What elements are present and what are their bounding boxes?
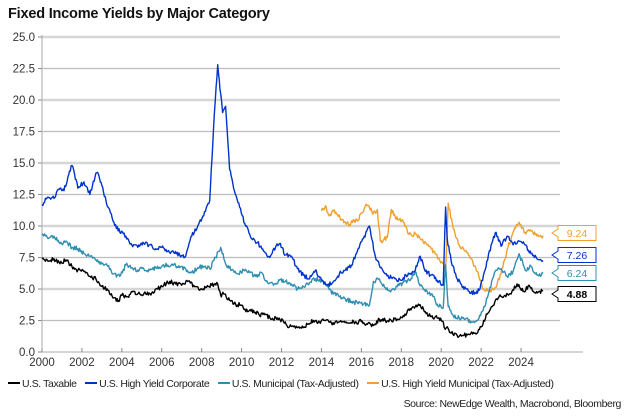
y-tick-label: 10.0: [13, 221, 35, 233]
callout-box: [551, 247, 597, 263]
callout-box: [551, 225, 597, 241]
legend-item-us-high-yield-municipal: U.S. High Yield Municipal (Tax-Adjusted): [367, 378, 554, 390]
legend-swatch: [8, 382, 20, 385]
end-value-label: 7.26: [551, 247, 597, 263]
y-tick-label: 17.5: [13, 127, 35, 139]
legend-item-us-high-yield-corporate: U.S. High Yield Corporate: [85, 378, 210, 390]
x-tick-label: 2010: [229, 357, 255, 369]
y-tick-label: 25.0: [13, 32, 35, 44]
legend-swatch: [217, 382, 230, 385]
legend-swatch: [367, 382, 380, 385]
legend-item-us-taxable: U.S. Taxable: [8, 378, 77, 390]
x-tick-label: 2022: [468, 357, 494, 369]
legend-label: U.S. Municipal (Tax-Adjusted): [231, 378, 359, 390]
series-line-u-s-municipal-tax-adjusted: [41, 233, 544, 324]
y-tick-label: 2.5: [19, 316, 35, 328]
y-axis: 0.0 2.5 5.0 7.5 10.0 12.5 15.0 17.5 20.0 22.5 25.0: [13, 32, 43, 359]
legend: U.S. Taxable U.S. High Yield Corporate U…: [8, 378, 560, 390]
y-tick-label: 7.5: [19, 253, 35, 265]
series-lines: [41, 64, 544, 339]
x-tick-label: 2014: [309, 357, 335, 369]
x-tick-label: 2024: [508, 357, 534, 369]
series-line-u-s-taxable: [41, 257, 544, 339]
y-tick-label: 5.0: [19, 284, 35, 296]
callout-value: 6.24: [567, 268, 588, 280]
y-tick-label: 0.0: [19, 347, 35, 359]
end-value-label: 9.24: [551, 225, 597, 241]
series-line-u-s-high-yield-corporate: [41, 64, 544, 296]
legend-swatch: [85, 382, 98, 385]
x-axis: 2000 2002 2004 2006 2008 2010 2012 2014 2016 2018…: [29, 348, 583, 369]
callout-box: [551, 286, 597, 302]
legend-item-us-municipal: U.S. Municipal (Tax-Adjusted): [217, 378, 359, 390]
x-tick-label: 2016: [349, 357, 375, 369]
legend-label: U.S. High Yield Municipal (Tax-Adjusted): [381, 378, 554, 390]
callout-value: 7.26: [567, 250, 588, 262]
callout-box: [551, 265, 597, 281]
end-value-labels: 9.24 7.26 6.24 4.88: [551, 225, 597, 302]
y-tick-label: 12.5: [13, 190, 35, 202]
legend-label: U.S. High Yield Corporate: [99, 378, 210, 390]
y-tick-label: 22.5: [13, 64, 35, 76]
x-tick-label: 2012: [269, 357, 295, 369]
x-tick-label: 2000: [29, 357, 55, 369]
x-tick-label: 2018: [389, 357, 415, 369]
end-value-label: 4.88: [551, 286, 597, 302]
x-tick-label: 2020: [428, 357, 454, 369]
end-value-label: 6.24: [551, 265, 597, 281]
x-tick-label: 2004: [109, 357, 135, 369]
gridlines: [42, 35, 560, 322]
y-tick-label: 15.0: [13, 158, 35, 170]
x-tick-label: 2006: [149, 357, 175, 369]
callout-value: 9.24: [567, 228, 588, 240]
x-tick-label: 2002: [69, 357, 95, 369]
chart-title: Fixed Income Yields by Major Category: [8, 6, 270, 22]
source-note: Source: NewEdge Wealth, Macrobond, Bloom…: [403, 398, 622, 410]
legend-label: U.S. Taxable: [22, 378, 77, 390]
x-tick-label: 2008: [189, 357, 215, 369]
callout-value: 4.88: [567, 289, 588, 301]
series-line-u-s-high-yield-municipal-tax-adjusted: [320, 202, 544, 293]
y-tick-label: 20.0: [13, 95, 35, 107]
